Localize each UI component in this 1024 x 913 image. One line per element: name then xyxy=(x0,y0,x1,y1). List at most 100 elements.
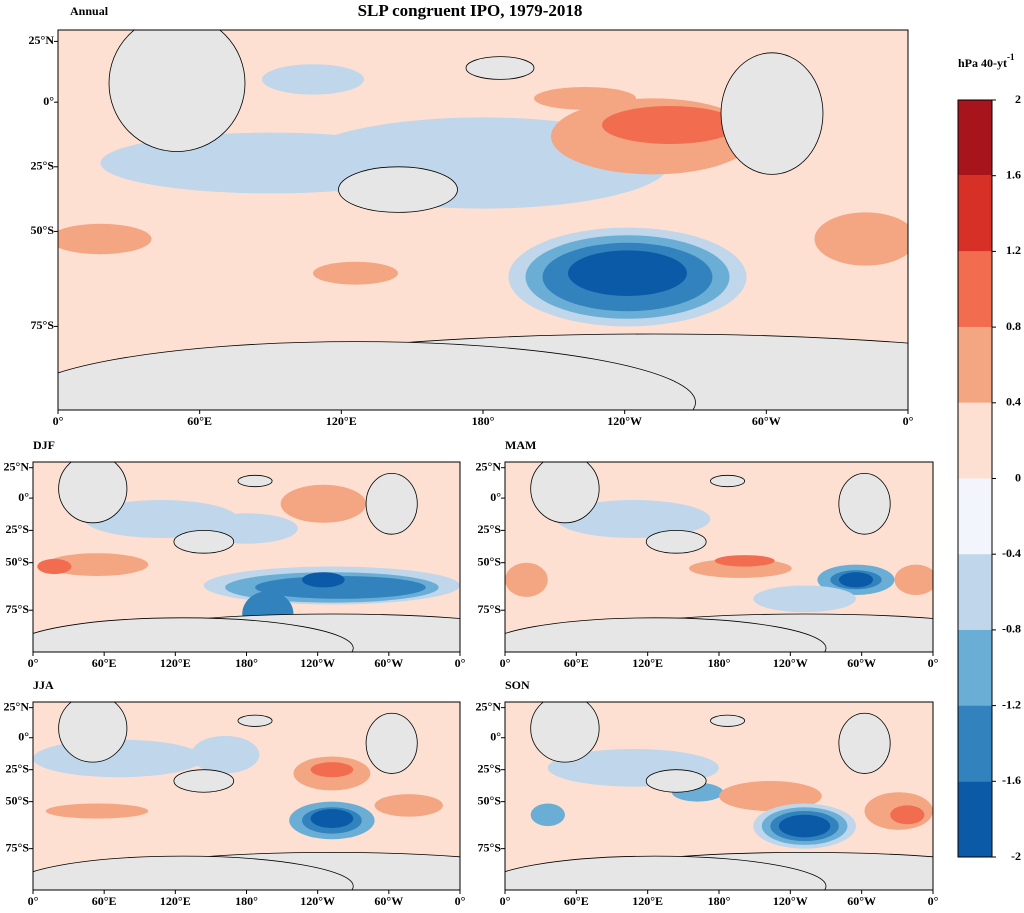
y-tick-label: 25°N xyxy=(476,699,502,713)
anomaly-region xyxy=(311,762,354,777)
x-tick-label: 0° xyxy=(455,656,466,670)
map-panel xyxy=(16,15,1024,471)
y-tick-label: 0° xyxy=(18,729,29,743)
land xyxy=(646,770,706,793)
x-tick-label: 0° xyxy=(53,414,64,428)
land xyxy=(366,473,417,534)
colorbar-label: hPa 40-yt-1 xyxy=(958,52,1015,70)
y-tick-label: 0° xyxy=(490,490,501,504)
colorbar-label-text: hPa 40-yt xyxy=(958,56,1007,70)
colorbar-segment xyxy=(958,630,992,706)
y-tick-label: 75°S xyxy=(478,840,502,854)
colorbar-segment xyxy=(958,479,992,555)
colorbar-tick-label: 0.8 xyxy=(1006,319,1021,333)
colorbar-tick-label: -2 xyxy=(1011,849,1021,863)
land xyxy=(646,530,706,553)
land xyxy=(109,15,245,152)
anomaly-region xyxy=(46,804,148,819)
x-tick-label: 60°W xyxy=(374,894,403,908)
panel-label: Annual xyxy=(70,4,109,18)
x-tick-label: 120°E xyxy=(632,894,663,908)
y-tick-label: 75°S xyxy=(6,840,30,854)
land xyxy=(238,475,272,486)
x-tick-label: 120°W xyxy=(607,414,642,428)
x-tick-label: 0° xyxy=(28,894,39,908)
anomaly-region xyxy=(313,262,398,285)
land xyxy=(174,770,234,793)
x-tick-label: 60°E xyxy=(187,414,212,428)
colorbar-tick-label: 2 xyxy=(1015,92,1021,106)
x-tick-label: 60°E xyxy=(564,894,589,908)
x-tick-label: 60°W xyxy=(374,656,403,670)
colorbar-tick-label: 0.4 xyxy=(1006,395,1021,409)
colorbar-segment xyxy=(958,176,992,252)
anomaly-region xyxy=(311,809,354,828)
y-tick-label: 50°S xyxy=(31,223,55,237)
land xyxy=(839,473,890,534)
y-tick-label: 25°N xyxy=(29,33,55,47)
colorbar-tick-label: -0.8 xyxy=(1002,622,1021,636)
colorbar-segment xyxy=(958,781,992,857)
colorbar-tick-label: 1.6 xyxy=(1006,167,1021,181)
panel-label: DJF xyxy=(33,438,55,452)
colorbar-tick-label: -1.2 xyxy=(1002,697,1021,711)
x-tick-label: 120°W xyxy=(773,894,808,908)
x-tick-label: 0° xyxy=(28,656,39,670)
colorbar-tick-label: 1.2 xyxy=(1006,243,1021,257)
y-tick-label: 25°S xyxy=(31,159,55,173)
x-tick-label: 120°E xyxy=(160,656,191,670)
map-panel xyxy=(12,454,588,682)
panel-label: MAM xyxy=(505,438,536,452)
land xyxy=(16,342,696,464)
x-tick-label: 60°E xyxy=(92,894,117,908)
colorbar-segment xyxy=(958,100,992,176)
colorbar-tick-label: -1.6 xyxy=(1002,773,1021,787)
y-tick-label: 0° xyxy=(43,94,54,108)
y-tick-label: 25°N xyxy=(476,459,502,473)
x-tick-label: 180° xyxy=(472,414,495,428)
land xyxy=(59,694,127,762)
anomaly-region xyxy=(375,794,443,817)
y-tick-label: 25°S xyxy=(6,761,30,775)
y-tick-label: 25°S xyxy=(478,761,502,775)
panel-label: JJA xyxy=(33,678,54,692)
x-tick-label: 60°E xyxy=(564,656,589,670)
colorbar-segment xyxy=(958,327,992,403)
y-tick-label: 25°S xyxy=(478,522,502,536)
colorbar-segment xyxy=(958,403,992,479)
colorbar-label-sup: -1 xyxy=(1007,52,1015,62)
land xyxy=(339,167,458,213)
anomaly-region xyxy=(894,565,937,595)
colorbar-segment xyxy=(958,554,992,630)
anomaly-region xyxy=(602,106,738,144)
anomaly-region xyxy=(753,586,856,613)
anomaly-region xyxy=(531,804,565,827)
x-tick-label: 120°E xyxy=(632,656,663,670)
x-tick-label: 0° xyxy=(928,894,939,908)
land xyxy=(59,454,127,522)
land xyxy=(710,715,744,726)
colorbar-segment xyxy=(958,251,992,327)
anomaly-region xyxy=(302,572,345,587)
land xyxy=(174,530,234,553)
y-tick-label: 50°S xyxy=(478,554,502,568)
x-tick-label: 0° xyxy=(903,414,914,428)
colorbar-tick-label: -0.4 xyxy=(1002,546,1021,560)
map-panel xyxy=(484,454,1024,682)
anomaly-region xyxy=(37,559,71,574)
anomaly-region xyxy=(815,212,917,265)
x-tick-label: 60°E xyxy=(92,656,117,670)
y-tick-label: 75°S xyxy=(6,602,30,616)
anomaly-region xyxy=(715,555,775,566)
land xyxy=(721,53,823,175)
land xyxy=(710,475,744,486)
anomaly-region xyxy=(534,87,636,110)
anomaly-region xyxy=(262,64,364,94)
anomaly-region xyxy=(281,485,366,523)
x-tick-label: 120°E xyxy=(160,894,191,908)
x-tick-label: 0° xyxy=(500,656,511,670)
x-tick-label: 60°W xyxy=(847,894,876,908)
anomaly-region xyxy=(839,572,873,587)
panel-label: SON xyxy=(505,678,530,692)
